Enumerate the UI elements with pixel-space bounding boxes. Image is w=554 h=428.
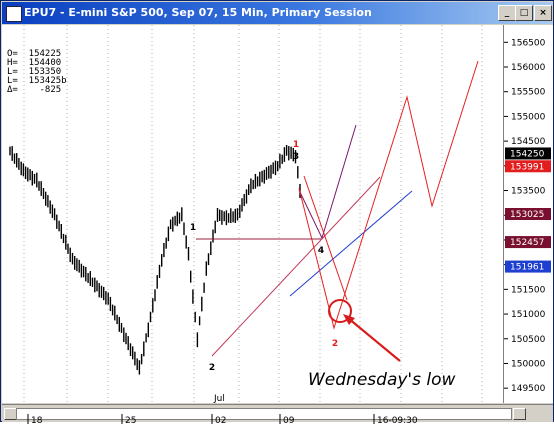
scroll-right-button[interactable]	[513, 408, 526, 420]
maximize-button[interactable]: □	[515, 5, 533, 21]
time-axis-strip[interactable]: 18 25 02 09 16-09:30	[16, 408, 512, 426]
ohlc-readout: O= 154225 H= 154400 L= 153350 L= 153425b Δ= …	[7, 50, 67, 95]
wave-label-4: 4	[318, 246, 324, 256]
window-title: EPU7 - E-mini S&P 500, Sep 07, 15 Min, P…	[24, 6, 372, 19]
channel-line-lower	[211, 176, 381, 357]
price-tick-label-10: 154500	[511, 137, 546, 147]
price-tag-label-3: 152457	[510, 238, 544, 248]
time-tick-label-2: 02	[215, 416, 226, 424]
time-tick-label-4: 16-09:30	[377, 416, 418, 424]
price-tag-label-4: 151961	[510, 263, 544, 273]
price-tag-label-1: 153991	[510, 162, 544, 172]
price-tag-4	[505, 260, 551, 273]
price-tick-label-14: 156500	[511, 38, 546, 48]
wednesday-low-annotation: Wednesday's low	[308, 370, 455, 390]
ohlc-open: O= 154225	[7, 49, 62, 59]
price-tick-label-3: 151000	[511, 310, 546, 320]
price-tick-label-12: 155500	[511, 88, 546, 98]
price-tag-label-2: 153025	[510, 210, 544, 220]
price-tick-label-0: 149500	[511, 384, 546, 394]
price-chart-area[interactable]: 1 2 1 3 4 2 Wednesday's low Jul O= 154225 H= 154…	[2, 25, 504, 404]
price-tick-label-8: 153500	[511, 187, 546, 197]
ohlc-high: H= 154400	[7, 58, 62, 68]
price-axis-svg: 1495001500001505001510001515001520001525…	[504, 38, 551, 394]
time-axis-svg: 18 25 02 09 16-09:30	[27, 414, 418, 426]
time-tick-label-3: 09	[283, 416, 295, 424]
wednesday-low-circle	[328, 299, 352, 323]
price-tick-label-1: 150000	[511, 359, 546, 369]
projected-wave-path	[298, 60, 479, 330]
wave-label-1: 2	[209, 363, 215, 373]
wave-label-5: 2	[332, 339, 338, 349]
price-tag-1	[505, 160, 551, 173]
ohlc-last: L= 153425b	[7, 76, 67, 86]
ohlc-low: L= 153350	[7, 67, 62, 77]
ohlc-delta: Δ= -825	[7, 85, 62, 95]
time-month-label: Jul	[213, 394, 225, 403]
price-tick-label-4: 151500	[511, 285, 546, 295]
wave-label-2: 1	[293, 140, 299, 150]
title-bar[interactable]: EPU7 - E-mini S&P 500, Sep 07, 15 Min, P…	[2, 2, 552, 24]
annotation-arrow-shaft	[347, 317, 401, 362]
chart-app-icon	[6, 6, 22, 22]
price-tick-label-11: 155000	[511, 112, 546, 122]
time-scroll-bar[interactable]: 18 25 02 09 16-09:30	[2, 404, 553, 426]
price-tick-label-2: 150500	[511, 335, 546, 345]
price-chart: 1 2 1 3 4 2 Wednesday's low Jul	[9, 25, 483, 404]
wave-2-drop-line	[303, 175, 348, 301]
time-tick-label-1: 25	[125, 416, 136, 424]
price-tag-2	[505, 208, 551, 220]
price-tag-3	[505, 236, 551, 249]
blue-channel-line	[289, 190, 413, 297]
minimize-button[interactable]: _	[498, 5, 516, 21]
wave-label-3: 3	[293, 152, 299, 162]
price-tag-label-0: 154250	[510, 149, 545, 159]
time-tick-label-0: 18	[31, 416, 43, 424]
price-tag-0	[505, 147, 551, 160]
price-axis[interactable]: 1495001500001505001510001515001520001525…	[504, 25, 553, 403]
price-tick-label-13: 156000	[511, 63, 546, 73]
wave-label-0: 1	[190, 223, 196, 233]
alt-wave-path	[298, 124, 357, 240]
close-button[interactable]: ×	[534, 5, 552, 21]
annotation-arrow-head	[343, 314, 355, 325]
